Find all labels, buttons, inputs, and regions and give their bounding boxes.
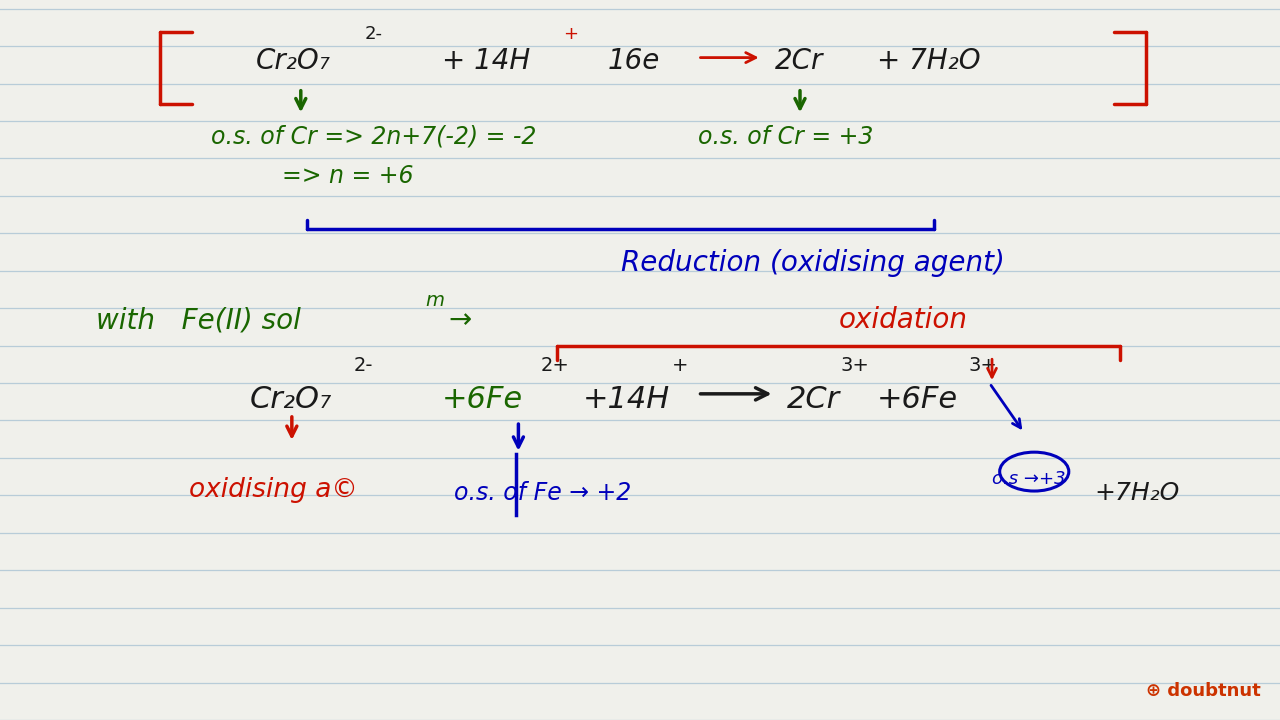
Text: →: → — [448, 307, 471, 334]
Text: 16e: 16e — [608, 48, 660, 75]
Text: + 14H: + 14H — [442, 48, 530, 75]
Text: o.s. of Cr = +3: o.s. of Cr = +3 — [698, 125, 873, 149]
Text: Cr₂O₇: Cr₂O₇ — [250, 385, 332, 414]
Text: Reduction (oxidising agent): Reduction (oxidising agent) — [621, 249, 1005, 276]
Text: 2Cr: 2Cr — [774, 48, 823, 75]
Text: 2-: 2- — [365, 24, 383, 42]
Text: 3+: 3+ — [841, 356, 870, 374]
Text: 2Cr: 2Cr — [787, 385, 841, 414]
Text: o.s. of Fe → +2: o.s. of Fe → +2 — [454, 481, 631, 505]
Text: +6Fe: +6Fe — [442, 385, 522, 414]
Text: 2+: 2+ — [540, 356, 570, 374]
Text: +6Fe: +6Fe — [877, 385, 957, 414]
Text: => n = +6: => n = +6 — [282, 164, 413, 189]
Text: m: m — [425, 291, 444, 310]
Text: oxidising a©: oxidising a© — [189, 477, 358, 503]
Text: +7H₂O: +7H₂O — [1094, 481, 1180, 505]
Text: 2-: 2- — [353, 356, 372, 374]
Text: +: + — [563, 24, 579, 42]
Text: 3+: 3+ — [969, 356, 998, 374]
Text: Cr₂O₇: Cr₂O₇ — [256, 48, 330, 75]
Text: o.s →+3: o.s →+3 — [992, 469, 1066, 488]
Text: +: + — [672, 356, 689, 374]
Text: with   Fe(II) sol: with Fe(II) sol — [96, 307, 301, 334]
Text: o.s. of Cr => 2n+7(-2) = -2: o.s. of Cr => 2n+7(-2) = -2 — [211, 125, 536, 149]
Text: +14H: +14H — [582, 385, 669, 414]
Text: + 7H₂O: + 7H₂O — [877, 48, 980, 75]
Text: ⊕ doubtnut: ⊕ doubtnut — [1146, 683, 1261, 700]
Text: oxidation: oxidation — [838, 307, 968, 334]
